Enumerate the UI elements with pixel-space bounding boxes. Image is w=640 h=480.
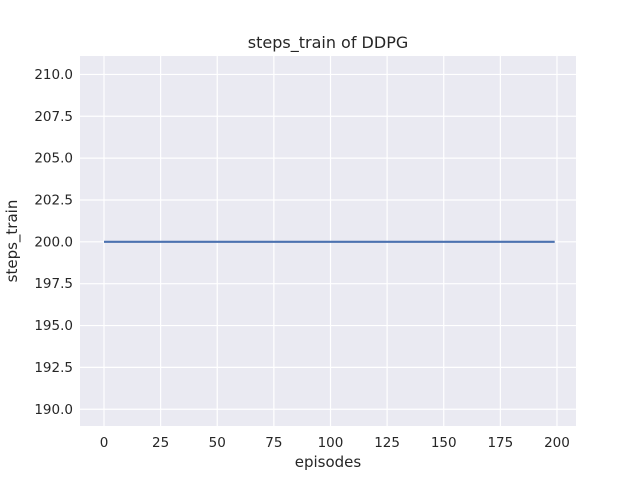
x-tick-label: 150 <box>431 435 457 451</box>
y-tick-label: 202.5 <box>34 192 73 208</box>
x-tick-label: 25 <box>152 435 169 451</box>
x-axis-label: episodes <box>295 453 362 471</box>
y-tick-label: 190.0 <box>34 402 73 418</box>
y-tick-label: 192.5 <box>34 360 73 376</box>
x-tick-label: 125 <box>374 435 400 451</box>
y-tick-label: 210.0 <box>34 67 73 83</box>
x-tick-label: 200 <box>544 435 570 451</box>
x-tick-label: 50 <box>209 435 226 451</box>
x-tick-label: 100 <box>318 435 344 451</box>
chart-title: steps_train of DDPG <box>248 33 408 53</box>
y-tick-label: 197.5 <box>34 276 73 292</box>
y-tick-label: 195.0 <box>34 318 73 334</box>
x-tick-label: 75 <box>265 435 282 451</box>
y-tick-label: 200.0 <box>34 234 73 250</box>
y-axis-label: steps_train <box>3 200 22 283</box>
y-tick-label: 205.0 <box>34 151 73 167</box>
y-tick-label: 207.5 <box>34 109 73 125</box>
x-tick-label: 175 <box>487 435 513 451</box>
y-axis-tick-labels: 190.0 192.5 195.0 197.5 200.0 202.5 205.0 207.5… <box>34 67 73 418</box>
x-tick-label: 0 <box>100 435 109 451</box>
x-axis-tick-labels: 0 25 50 75 100 125 150 175 200 <box>100 435 570 451</box>
